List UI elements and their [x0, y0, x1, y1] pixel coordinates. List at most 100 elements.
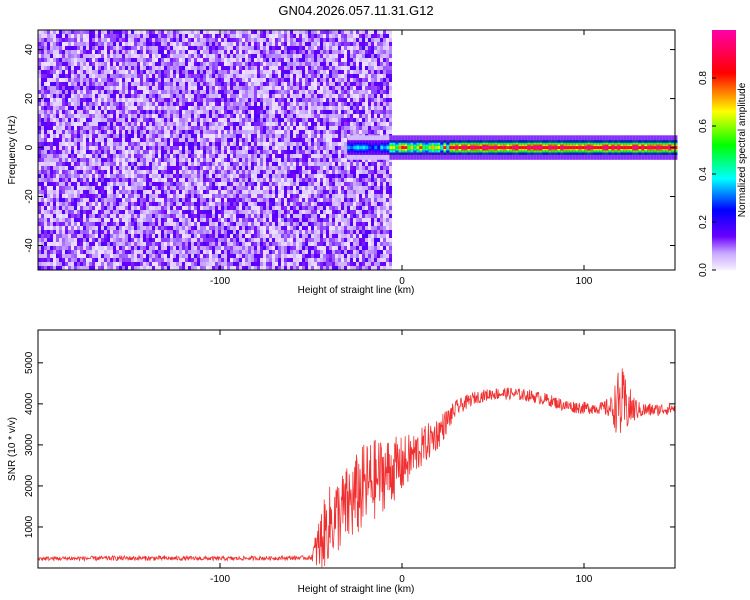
heatmap-cell	[98, 218, 101, 222]
heatmap-cell	[86, 106, 89, 110]
heatmap-cell	[164, 262, 167, 266]
heatmap-cell	[137, 246, 140, 250]
heatmap-cell	[239, 198, 242, 202]
heatmap-cell	[266, 58, 269, 62]
heatmap-cell	[116, 186, 119, 190]
heatmap-cell	[131, 74, 134, 78]
heatmap-cell	[263, 46, 266, 50]
heatmap-cell	[68, 50, 71, 54]
heatmap-cell	[86, 78, 89, 82]
heatmap-cell	[245, 94, 248, 98]
heatmap-cell	[128, 98, 131, 102]
heatmap-cell	[263, 78, 266, 82]
heatmap-cell	[41, 102, 44, 106]
heatmap-cell	[68, 178, 71, 182]
heatmap-cell	[200, 246, 203, 250]
heatmap-cell	[227, 202, 230, 206]
heatmap-cell	[65, 190, 68, 194]
heatmap-cell	[68, 138, 71, 142]
heatmap-cell	[239, 46, 242, 50]
heatmap-cell	[200, 194, 203, 198]
heatmap-cell	[119, 34, 122, 38]
heatmap-cell	[110, 226, 113, 230]
heatmap-cell	[185, 262, 188, 266]
heatmap-cell	[230, 126, 233, 130]
heatmap-cell	[215, 146, 218, 150]
heatmap-cell	[119, 266, 122, 270]
heatmap-cell	[83, 162, 86, 166]
heatmap-cell	[200, 74, 203, 78]
heatmap-cell	[62, 234, 65, 238]
heatmap-cell	[80, 54, 83, 58]
heatmap-cell	[62, 82, 65, 86]
heatmap-cell	[230, 234, 233, 238]
heatmap-cell	[146, 262, 149, 266]
heatmap-cell	[56, 262, 59, 266]
heatmap-cell	[92, 126, 95, 130]
heatmap-cell	[194, 218, 197, 222]
heatmap-cell	[170, 158, 173, 162]
heatmap-cell	[68, 134, 71, 138]
heatmap-cell	[68, 190, 71, 194]
heatmap-cell	[161, 206, 164, 210]
heatmap-cell	[257, 86, 260, 90]
heatmap-cell	[89, 90, 92, 94]
heatmap-cell	[77, 158, 80, 162]
heatmap-cell	[212, 90, 215, 94]
heatmap-cell	[125, 174, 128, 178]
heatmap-cell	[176, 154, 179, 158]
heatmap-cell	[95, 182, 98, 186]
heatmap-cell	[41, 222, 44, 226]
heatmap-cell	[239, 118, 242, 122]
heatmap-cell	[47, 82, 50, 86]
heatmap-cell	[212, 130, 215, 134]
heatmap-cell	[134, 238, 137, 242]
heatmap-cell	[203, 74, 206, 78]
heatmap-cell	[284, 238, 287, 242]
heatmap-cell	[200, 250, 203, 254]
heatmap-cell	[74, 134, 77, 138]
heatmap-cell	[275, 46, 278, 50]
heatmap-cell	[146, 34, 149, 38]
heatmap-cell	[272, 262, 275, 266]
heatmap-cell	[128, 94, 131, 98]
heatmap-cell	[269, 194, 272, 198]
heatmap-cell	[101, 186, 104, 190]
heatmap-cell	[200, 186, 203, 190]
heatmap-cell	[131, 178, 134, 182]
heatmap-cell	[119, 78, 122, 82]
heatmap-cell	[77, 134, 80, 138]
heatmap-cell	[92, 42, 95, 46]
heatmap-cell	[164, 158, 167, 162]
heatmap-cell	[92, 146, 95, 150]
heatmap-cell	[260, 118, 263, 122]
heatmap-cell	[146, 150, 149, 154]
heatmap-cell	[152, 62, 155, 66]
heatmap-cell	[101, 146, 104, 150]
heatmap-cell	[257, 42, 260, 46]
heatmap-cell	[56, 58, 59, 62]
heatmap-cell	[119, 98, 122, 102]
heatmap-cell	[149, 54, 152, 58]
heatmap-cell	[191, 254, 194, 258]
heatmap-cell	[86, 138, 89, 142]
heatmap-cell	[269, 66, 272, 70]
heatmap-cell	[179, 158, 182, 162]
heatmap-cell	[185, 86, 188, 90]
heatmap-cell	[95, 50, 98, 54]
heatmap-cell	[236, 182, 239, 186]
heatmap-cell	[179, 202, 182, 206]
heatmap-cell	[242, 250, 245, 254]
heatmap-cell	[218, 218, 221, 222]
heatmap-cell	[44, 242, 47, 246]
heatmap-cell	[167, 58, 170, 62]
heatmap-cell	[278, 218, 281, 222]
heatmap-cell	[128, 114, 131, 118]
heatmap-cell	[83, 222, 86, 226]
heatmap-cell	[197, 98, 200, 102]
heatmap-cell	[170, 130, 173, 134]
heatmap-cell	[191, 178, 194, 182]
heatmap-cell	[119, 50, 122, 54]
heatmap-cell	[236, 158, 239, 162]
heatmap-cell	[146, 82, 149, 86]
